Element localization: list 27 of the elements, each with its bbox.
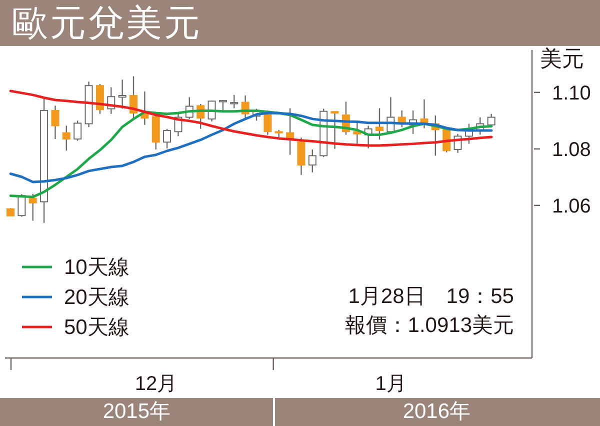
annotation: 1月28日 19：55: [347, 284, 514, 310]
annotation: 報價：1.0913美元: [344, 313, 514, 339]
text: 2016年: [402, 399, 472, 425]
candlestick: [330, 111, 339, 150]
candlestick: [28, 193, 37, 222]
candlestick: [297, 136, 306, 176]
x-tick-label: 1月: [375, 373, 406, 395]
line-series: [9, 112, 493, 184]
legend-label: 10天線: [64, 255, 130, 281]
candlestick: [74, 120, 82, 142]
candlestick: [51, 105, 60, 140]
candlestick: [230, 94, 238, 109]
text: 2015年: [102, 399, 172, 425]
candlestick: [118, 79, 126, 110]
candlestick: [308, 148, 316, 173]
candlestick: [62, 125, 70, 152]
candlestick: [218, 100, 227, 112]
y-tick-label: 1.08: [552, 138, 591, 161]
y-tick-label: 1.10: [552, 82, 591, 104]
candlestick: [376, 108, 384, 140]
legend-label: 20天線: [64, 285, 130, 311]
candlestick: [163, 128, 172, 149]
legend-label: 50天線: [64, 315, 130, 341]
y-tick-label: 1.06: [552, 195, 591, 218]
chart-title: 歐元兌美元: [0, 0, 600, 46]
y-axis-title: 美元: [540, 46, 584, 72]
x-tick-label: 12月: [134, 373, 178, 395]
